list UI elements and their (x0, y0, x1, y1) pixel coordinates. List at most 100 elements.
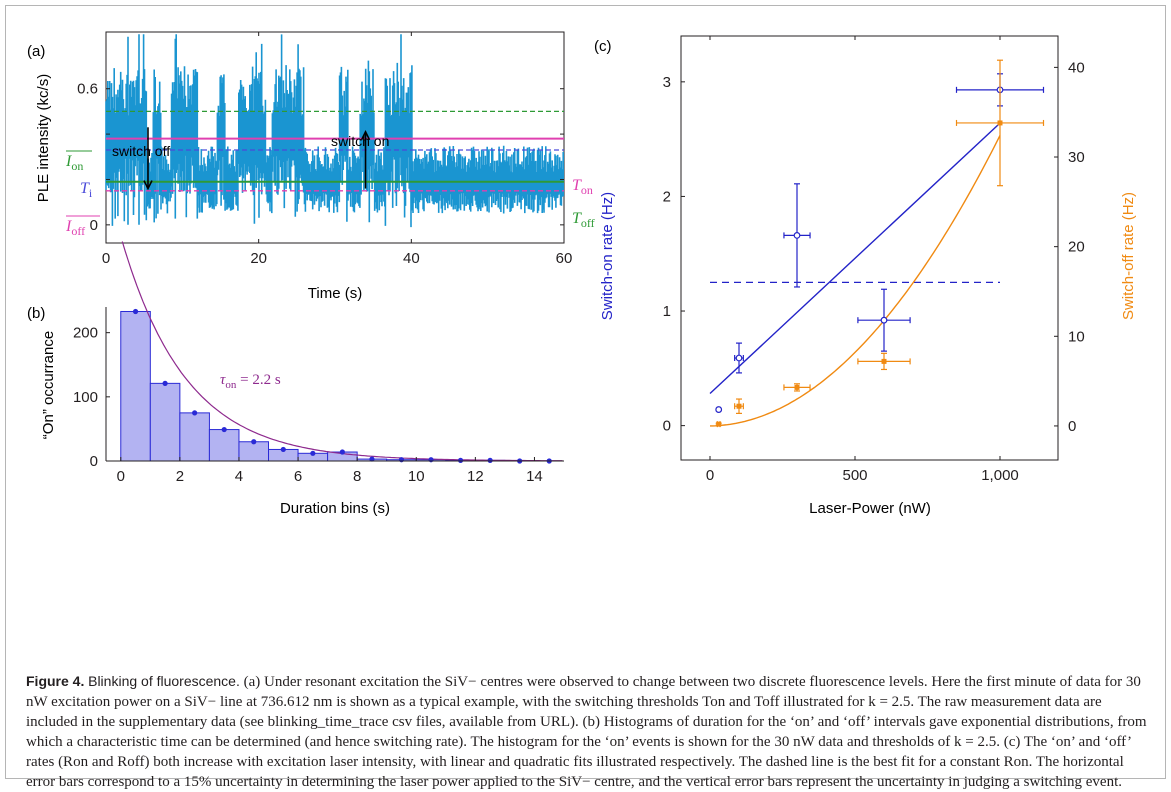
histogram-point (310, 450, 316, 456)
histogram-point (398, 457, 405, 463)
figure-frame (5, 5, 1166, 779)
histogram-bar (179, 412, 210, 462)
histogram-point (369, 456, 375, 462)
histogram-bar (120, 310, 151, 462)
histogram-point (428, 457, 434, 463)
caption-label: Figure 4. (26, 673, 85, 689)
figure-caption: Figure 4. Blinking of fluorescence. (a) … (26, 671, 1151, 792)
on-rate-point-marker (735, 354, 743, 362)
t-on-label: Ton (572, 177, 593, 197)
x-tick-label: 0 (117, 468, 125, 485)
trace-segment-on (216, 74, 226, 206)
x-tick-label: 0 (706, 467, 714, 484)
x-tick-label: 40 (403, 250, 420, 267)
switch-on-annotation: switch on (331, 133, 389, 149)
i-off-label: Ioff (65, 218, 85, 238)
histogram-point (487, 457, 493, 463)
x-tick-label: 60 (556, 250, 573, 267)
panel-c-xlabel: Laser-Power (nW) (809, 500, 931, 517)
x-tick-label: 10 (408, 468, 425, 485)
off-rate-point-marker (997, 120, 1003, 126)
t-i-label: Ti (80, 180, 93, 200)
off-rate-point-marker (736, 403, 742, 409)
panel-a: (a) 0 20 40 60 0 0.6 switch off switch on Ion… (27, 31, 595, 302)
histogram-point (132, 308, 139, 315)
trace-segment-off (303, 146, 341, 213)
panel-b-xlabel: Duration bins (s) (280, 500, 390, 517)
histogram-point (251, 439, 257, 445)
quadratic-fit-off-curve (710, 135, 1001, 427)
x-tick-label: 0 (102, 250, 110, 267)
on-rate-point-marker (715, 406, 723, 413)
panel-c-axes-frame (680, 35, 1059, 461)
y-tick-label-right: 0 (1068, 418, 1076, 435)
panel-a-trace (105, 34, 564, 228)
x-tick-label: 4 (235, 468, 243, 485)
trace-segment-off (224, 146, 239, 211)
histogram-point (192, 410, 198, 416)
x-tick-label: 2 (176, 468, 184, 485)
y-tick-label: 0 (90, 453, 98, 470)
histogram-bar (208, 429, 240, 462)
x-tick-label: 500 (842, 467, 867, 484)
histogram-point (221, 426, 227, 433)
panel-c-off-series (715, 59, 1045, 428)
y-tick-label: 200 (73, 325, 98, 342)
trace-segment-on (238, 43, 267, 224)
trace-segment-on (105, 34, 148, 226)
y-tick-label: 100 (73, 389, 98, 406)
linear-fit-on-line (709, 122, 1001, 395)
panel-b-fit-label: τon = 2.2 s (220, 372, 281, 391)
panel-a-label: (a) (27, 43, 45, 60)
panel-a-threshold-lines (106, 110, 564, 192)
off-rate-point-marker (881, 358, 887, 364)
y-tick-label: 0 (90, 217, 98, 234)
y-tick-label-left: 1 (663, 303, 671, 320)
x-tick-label: 12 (467, 468, 484, 485)
trace-segment-off (196, 146, 218, 213)
y-tick-label-left: 0 (663, 418, 671, 435)
panel-a-switch-arrows (143, 127, 371, 191)
x-tick-label: 6 (294, 468, 302, 485)
histogram-bar (149, 382, 181, 462)
histogram-point (162, 380, 168, 386)
x-tick-label: 8 (353, 468, 361, 485)
trace-segment-off (373, 147, 386, 213)
switch-off-arrow-head (143, 180, 153, 191)
histogram-bar (238, 441, 270, 462)
y-tick-label-right: 20 (1068, 239, 1085, 256)
trace-segment-on (170, 34, 199, 219)
x-tick-label: 20 (250, 250, 267, 267)
panel-b-points (132, 308, 552, 464)
switch-off-annotation: switch off (112, 143, 170, 159)
y-tick-label-left: 3 (663, 74, 671, 91)
panel-c-ylabel-right: Switch-off rate (Hz) (1120, 192, 1137, 320)
trace-segment-on (384, 34, 413, 228)
caption-title: Blinking of fluorescence. (88, 673, 240, 689)
y-tick-label-right: 40 (1068, 59, 1085, 76)
panel-b-ticks: 0 2 4 6 8 10 12 14 0 100 200 (73, 325, 543, 485)
y-tick-label-right: 30 (1068, 149, 1085, 166)
panel-a-ylabel: PLE intensity (kc/s) (35, 74, 52, 202)
on-rate-point-marker (880, 316, 888, 324)
panel-c-fits (709, 122, 1001, 427)
trace-segment-off (411, 145, 564, 214)
panel-b-label: (b) (27, 305, 45, 322)
trace-segment-off (347, 146, 361, 213)
i-on-label: Ion (65, 153, 83, 173)
trace-segment-on (271, 34, 305, 217)
histogram-point (339, 449, 345, 455)
histogram-point (280, 446, 286, 453)
panel-b-ylabel: “On” occurrance (40, 331, 57, 439)
switch-on-arrow-head (360, 130, 371, 141)
off-rate-point-marker (716, 421, 722, 427)
panel-a-xlabel: Time (s) (308, 285, 362, 302)
off-rate-point-marker (794, 384, 800, 390)
panel-c-label: (c) (594, 38, 612, 55)
x-tick-label: 14 (526, 468, 543, 485)
t-off-label: Toff (572, 210, 595, 230)
